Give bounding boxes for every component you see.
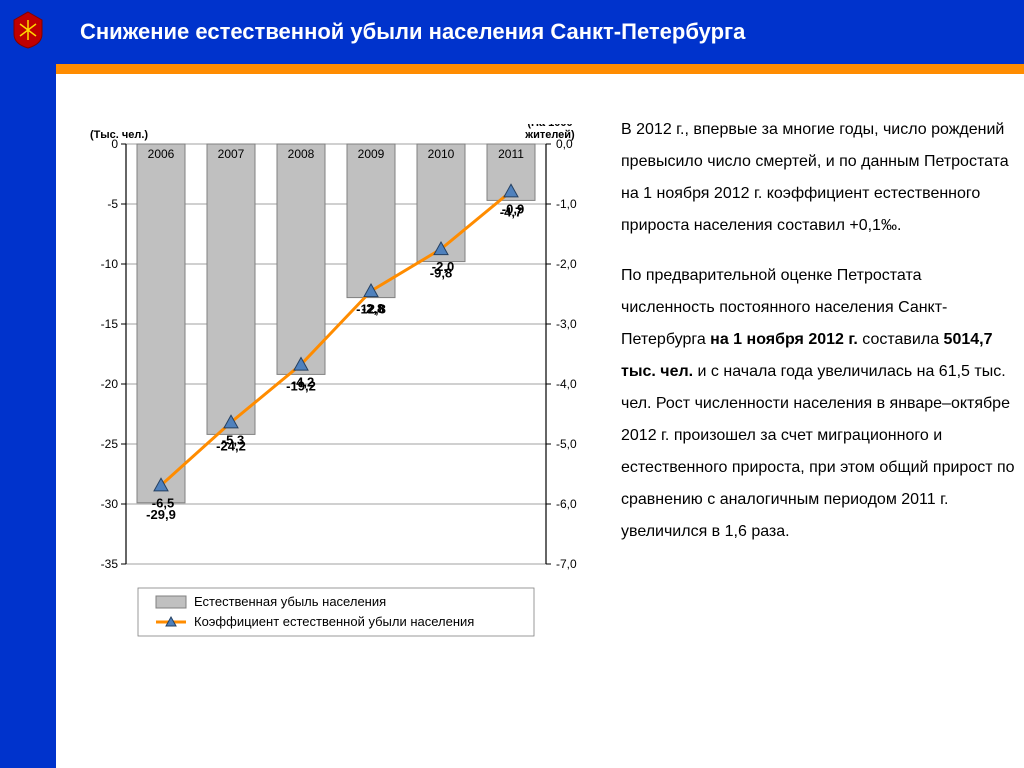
svg-text:-35: -35 (101, 557, 119, 571)
svg-text:-6,0: -6,0 (556, 497, 577, 511)
accent-bar (56, 64, 1024, 74)
p2-t2: составила (858, 331, 944, 348)
svg-text:2006: 2006 (148, 147, 175, 161)
svg-text:-2,8: -2,8 (362, 301, 384, 316)
slide-header: Снижение естественной убыли населения Са… (56, 0, 1024, 64)
p2-b1: на 1 ноября 2012 г. (710, 331, 858, 348)
svg-text:-30: -30 (101, 497, 119, 511)
svg-text:-5,0: -5,0 (556, 437, 577, 451)
text-panel: В 2012 г., впервые за многие годы, число… (621, 114, 1016, 566)
chart-svg: (Тыс. чел.)(На 1000жителей)00,0-5-1,0-10… (66, 124, 606, 684)
svg-text:-1,0: -1,0 (556, 197, 577, 211)
p2-t3: и с начала года увеличилась на 61,5 тыс.… (621, 363, 1015, 540)
svg-text:0,0: 0,0 (556, 137, 573, 151)
chart: (Тыс. чел.)(На 1000жителей)00,0-5-1,0-10… (66, 124, 606, 684)
svg-text:-6,5: -6,5 (152, 495, 174, 510)
svg-text:Коэффициент естественной убыли: Коэффициент естественной убыли населения (194, 614, 474, 629)
svg-text:-4,0: -4,0 (556, 377, 577, 391)
svg-text:(Тыс. чел.): (Тыс. чел.) (90, 129, 148, 141)
svg-text:-20: -20 (101, 377, 119, 391)
sidebar (0, 0, 56, 768)
svg-text:2011: 2011 (498, 147, 524, 161)
svg-text:-2,0: -2,0 (556, 257, 577, 271)
slide-title: Снижение естественной убыли населения Са… (80, 19, 745, 45)
svg-text:-0,9: -0,9 (502, 201, 524, 216)
emblem-icon (10, 10, 46, 50)
svg-text:-5,3: -5,3 (222, 432, 244, 447)
p1-text: В 2012 г., впервые за многие годы, число… (621, 121, 1009, 234)
svg-text:2008: 2008 (288, 147, 315, 161)
svg-text:2009: 2009 (358, 147, 385, 161)
paragraph-1: В 2012 г., впервые за многие годы, число… (621, 114, 1016, 242)
svg-text:0: 0 (111, 137, 118, 151)
paragraph-2: По предварительной оценке Петростата чис… (621, 260, 1016, 548)
svg-text:-4,2: -4,2 (292, 375, 314, 390)
svg-text:-25: -25 (101, 437, 119, 451)
svg-text:-2,0: -2,0 (432, 259, 454, 274)
svg-text:Естественная убыль населения: Естественная убыль населения (194, 594, 386, 609)
svg-text:-3,0: -3,0 (556, 317, 577, 331)
svg-text:-7,0: -7,0 (556, 557, 577, 571)
svg-text:-5: -5 (107, 197, 118, 211)
svg-text:-15: -15 (101, 317, 119, 331)
svg-text:2007: 2007 (218, 147, 245, 161)
svg-text:2010: 2010 (428, 147, 455, 161)
content-area: (Тыс. чел.)(На 1000жителей)00,0-5-1,0-10… (56, 74, 1024, 768)
svg-text:-10: -10 (101, 257, 119, 271)
